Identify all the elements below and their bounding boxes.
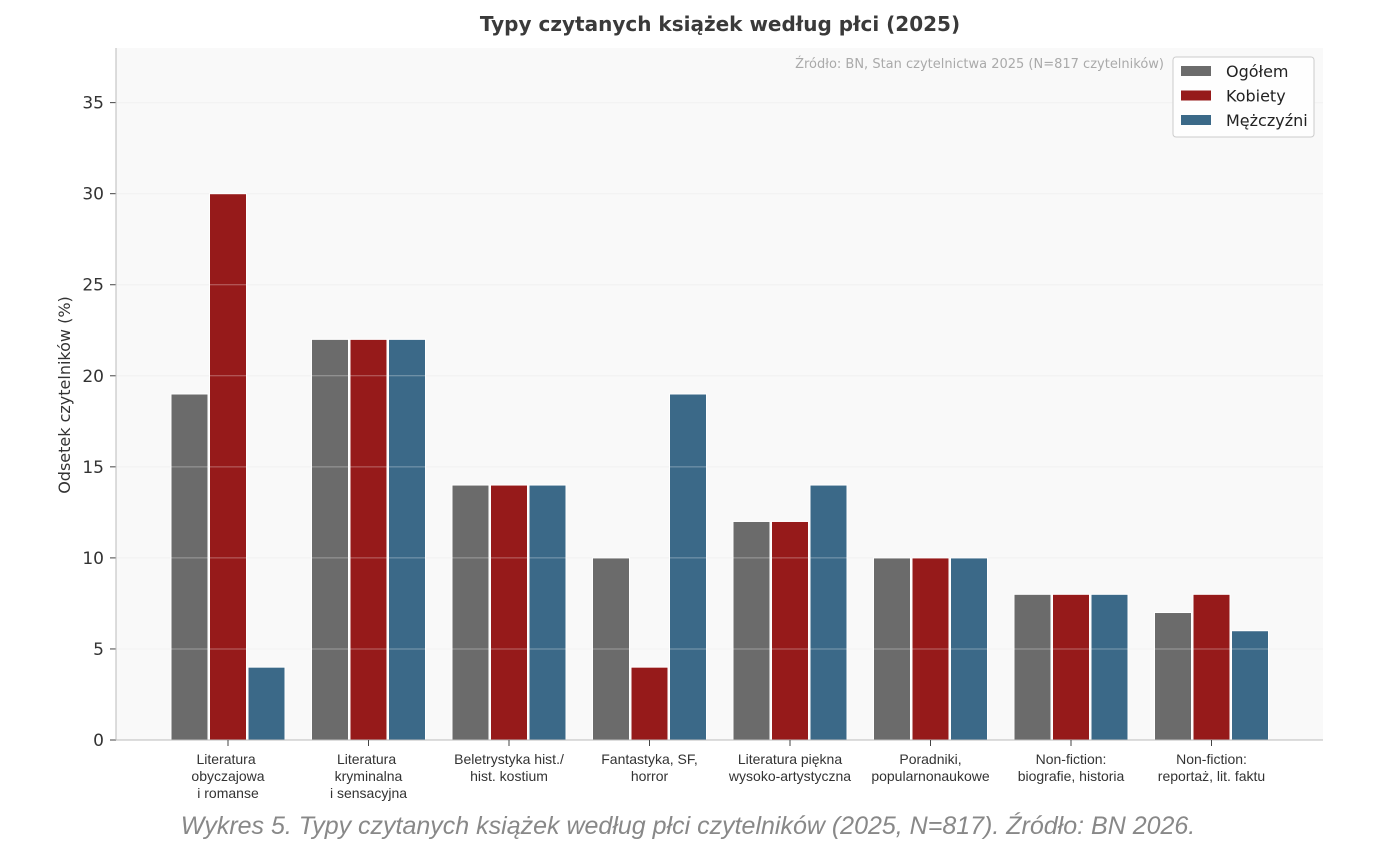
bar-2 bbox=[669, 393, 707, 741]
x-tick-label: horror bbox=[631, 768, 669, 784]
bar-2 bbox=[1231, 630, 1269, 741]
y-tick-label: 5 bbox=[93, 640, 104, 660]
bar-2 bbox=[1090, 593, 1129, 741]
legend-label: Mężczyźni bbox=[1226, 111, 1308, 130]
y-tick-label: 20 bbox=[82, 367, 104, 387]
bar-2 bbox=[247, 666, 286, 741]
x-tick-label: Beletrystyka hist./ bbox=[454, 751, 564, 767]
x-tick-label: i sensacyjna bbox=[330, 785, 407, 801]
x-tick-label: Literatura obyczajowa bbox=[191, 751, 264, 784]
y-tick-label: 25 bbox=[82, 276, 104, 296]
x-tick-label: reportaż, lit. faktu bbox=[1158, 768, 1265, 784]
y-tick-label: 35 bbox=[82, 94, 104, 114]
x-tick-label: Non-fiction: bbox=[1036, 751, 1107, 767]
y-tick-label: 10 bbox=[82, 549, 104, 569]
x-tick-label: biografie, historia bbox=[1018, 768, 1125, 784]
chart-title: Typy czytanych książek według płci (2025… bbox=[480, 12, 960, 36]
bar-2 bbox=[809, 484, 848, 741]
legend-label: Kobiety bbox=[1226, 87, 1286, 106]
legend-swatch-1 bbox=[1181, 90, 1211, 101]
y-tick-label: 15 bbox=[82, 458, 104, 478]
y-tick-label: 30 bbox=[82, 185, 104, 205]
bar-0 bbox=[732, 520, 771, 741]
x-tick-label: hist. kostium bbox=[470, 768, 548, 784]
x-tick-label: Literatura piękna bbox=[738, 751, 843, 767]
plot-area bbox=[116, 48, 1323, 740]
bar-2 bbox=[388, 338, 426, 741]
bar-1 bbox=[349, 338, 388, 741]
bar-0 bbox=[311, 338, 349, 741]
figure-caption: Wykres 5. Typy czytanych książek według … bbox=[180, 812, 1196, 840]
y-tick-label: 0 bbox=[93, 731, 104, 751]
bar-2 bbox=[528, 484, 567, 741]
bar-1 bbox=[630, 666, 669, 741]
bar-0 bbox=[1013, 593, 1052, 741]
bar-1 bbox=[911, 557, 950, 741]
x-tick-label: popularnonaukowe bbox=[871, 768, 990, 784]
bar-0 bbox=[170, 393, 209, 741]
bar-1 bbox=[771, 520, 809, 741]
legend-swatch-2 bbox=[1181, 115, 1211, 125]
x-tick-label: Non-fiction: bbox=[1176, 751, 1247, 767]
x-tick-label: Poradniki, bbox=[899, 751, 961, 767]
legend-swatch-0 bbox=[1181, 66, 1211, 76]
bar-2 bbox=[950, 557, 988, 741]
x-tick-label: wysoko-artystyczna bbox=[728, 768, 851, 784]
source-annotation: Źródło: BN, Stan czytelnictwa 2025 (N=81… bbox=[795, 56, 1164, 72]
bar-0 bbox=[451, 484, 490, 741]
x-tick-label: Literatura kryminalna bbox=[335, 751, 403, 784]
bar-1 bbox=[1052, 593, 1090, 741]
x-tick-label: i romanse bbox=[197, 785, 259, 801]
bar-1 bbox=[1192, 593, 1231, 741]
x-tick-label: Fantastyka, SF, bbox=[601, 751, 697, 767]
bar-0 bbox=[1154, 612, 1192, 741]
y-axis-label: Odsetek czytelników (%) bbox=[55, 296, 74, 494]
bar-1 bbox=[490, 484, 528, 741]
legend-label: Ogółem bbox=[1226, 62, 1289, 81]
